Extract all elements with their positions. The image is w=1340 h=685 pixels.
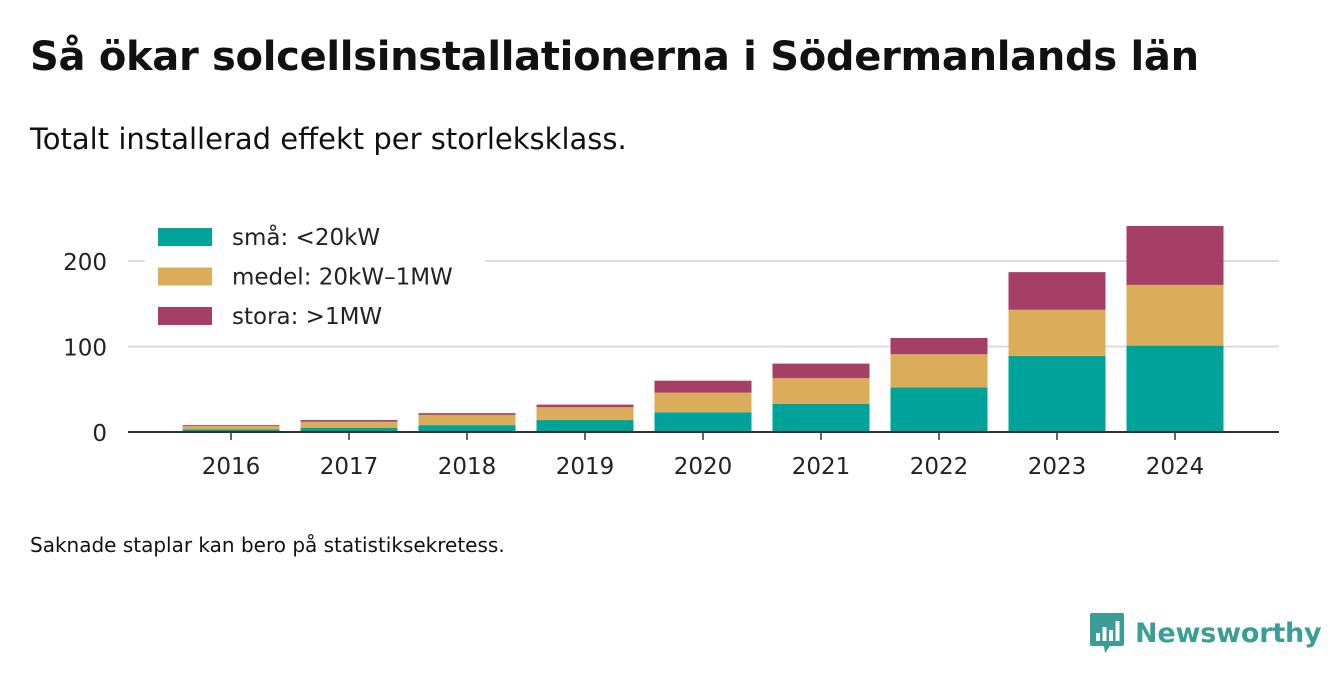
x-tick-label: 2021 [792,454,851,480]
legend: små: <20kW medel: 20kW–1MW stora: >1MW [145,215,485,337]
bar-segment [1126,345,1224,432]
y-tick-label: 100 [63,336,107,362]
bar-segment [300,420,398,422]
bar-segment [536,407,634,421]
bar-segment [182,426,280,430]
bar-segment [418,425,516,432]
bar-segment [654,380,752,393]
bar-segment [418,414,516,426]
bar-segment [772,403,870,432]
legend-swatch [158,307,212,325]
chart-title: Så ökar solcellsinstallationerna i Söder… [30,34,1199,80]
x-tick-label: 2016 [202,454,261,480]
bar-segment [772,378,870,404]
footnote: Saknade staplar kan bero på statistiksek… [30,533,505,557]
bar-segment [772,363,870,379]
x-tick-label: 2024 [1146,454,1205,480]
bar-segment [536,404,634,408]
bar-segment [654,392,752,413]
bar-segment [890,354,988,388]
bar-segment [654,412,752,432]
bar-segment [300,421,398,428]
x-tick-label: 2019 [556,454,615,480]
stacked-bar-chart: 0 100 200 2016 2017 2018 2019 2020 2021 2022 2023 2… [63,215,1279,480]
y-tick-label: 200 [63,250,107,276]
bar-segment [1008,272,1106,310]
bar-segment [182,425,280,427]
bar-segment [890,337,988,355]
legend-label: stora: >1MW [232,304,382,330]
legend-label: medel: 20kW–1MW [232,265,453,291]
x-tick-label: 2020 [674,454,733,480]
bar-segment [1008,355,1106,432]
bar-segment [1126,225,1224,285]
chart-subtitle: Totalt installerad effekt per storlekskl… [30,122,627,156]
bar-segment [1008,309,1106,356]
x-tick-label: 2017 [320,454,379,480]
bar-segment [1126,284,1224,346]
legend-label: små: <20kW [232,223,380,251]
legend-swatch [158,228,212,246]
bar-segment [536,420,634,432]
y-tick-label: 0 [92,421,107,447]
bar-segment [418,413,516,415]
brand-name: Newsworthy [1135,617,1322,649]
bar-segment [300,427,398,432]
axes: 0 100 200 2016 2017 2018 2019 2020 2021 2022 2023 2… [63,250,1279,480]
bar-segment [182,429,280,432]
x-tick-label: 2023 [1028,454,1087,480]
brand-logo[interactable]: Newsworthy [1088,611,1322,655]
legend-swatch [158,267,212,286]
x-tick-label: 2018 [438,454,497,480]
x-tick-label: 2022 [910,454,969,480]
bars [182,225,1224,432]
bar-segment [890,387,988,432]
newsworthy-logo-icon [1090,613,1124,653]
